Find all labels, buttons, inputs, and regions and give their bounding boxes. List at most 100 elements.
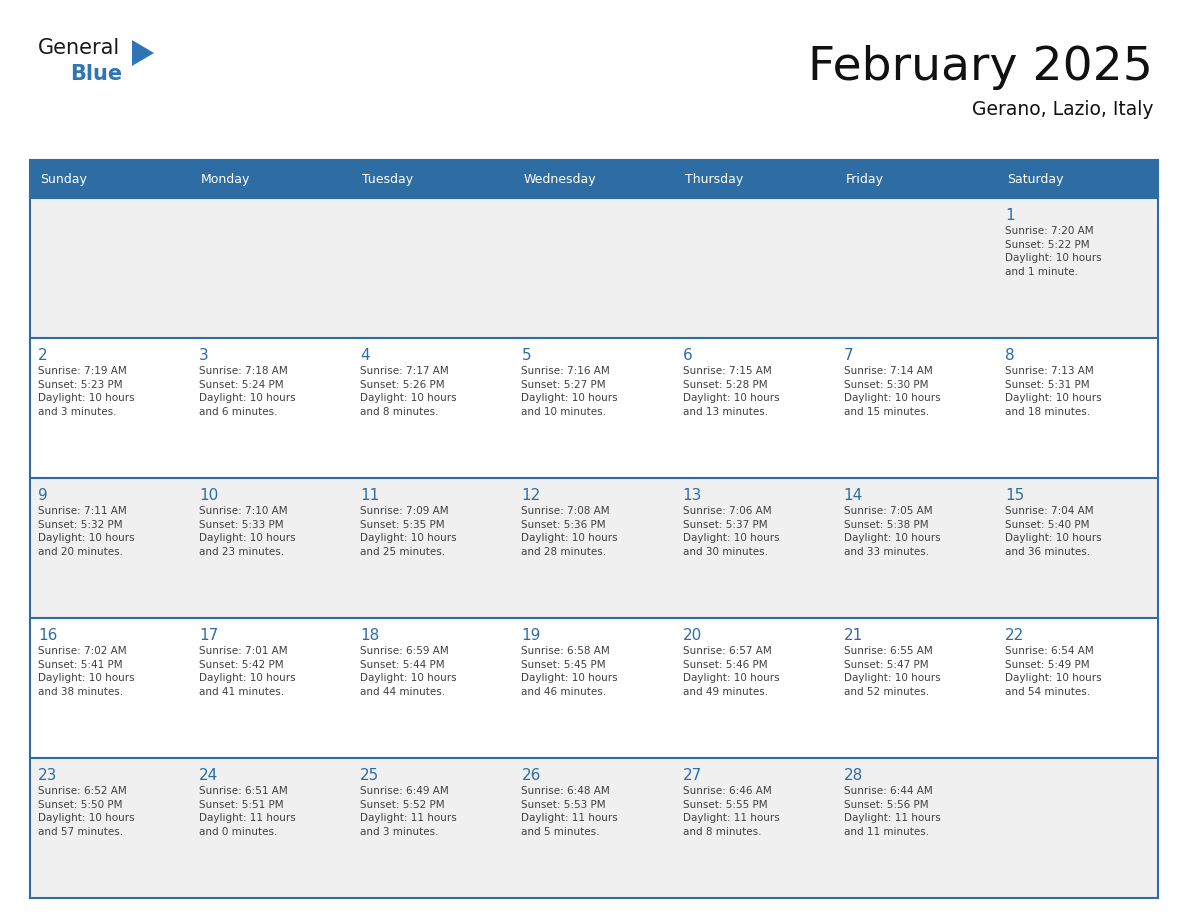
Bar [30,338,191,478]
Text: 5: 5 [522,348,531,363]
Text: Sunrise: 7:17 AM
Sunset: 5:26 PM
Daylight: 10 hours
and 8 minutes.: Sunrise: 7:17 AM Sunset: 5:26 PM Dayligh… [360,366,457,417]
Bar [30,160,191,198]
Bar [675,198,835,338]
Text: 4: 4 [360,348,369,363]
Text: Monday: Monday [201,173,251,185]
Bar [513,478,675,618]
Text: 1: 1 [1005,208,1015,223]
Text: 6: 6 [683,348,693,363]
Bar [997,160,1158,198]
Text: Sunrise: 7:16 AM
Sunset: 5:27 PM
Daylight: 10 hours
and 10 minutes.: Sunrise: 7:16 AM Sunset: 5:27 PM Dayligh… [522,366,618,417]
Bar [30,618,191,758]
Text: Sunrise: 7:04 AM
Sunset: 5:40 PM
Daylight: 10 hours
and 36 minutes.: Sunrise: 7:04 AM Sunset: 5:40 PM Dayligh… [1005,506,1101,557]
Bar [675,758,835,898]
Bar [353,198,513,338]
Text: 25: 25 [360,768,379,783]
Bar [675,618,835,758]
Text: 3: 3 [200,348,209,363]
Text: Sunday: Sunday [40,173,87,185]
Text: Friday: Friday [846,173,884,185]
Text: Sunrise: 7:18 AM
Sunset: 5:24 PM
Daylight: 10 hours
and 6 minutes.: Sunrise: 7:18 AM Sunset: 5:24 PM Dayligh… [200,366,296,417]
Bar [30,758,191,898]
Text: Gerano, Lazio, Italy: Gerano, Lazio, Italy [972,100,1154,119]
Bar [997,758,1158,898]
Bar [513,338,675,478]
Bar [835,198,997,338]
Text: Sunrise: 7:05 AM
Sunset: 5:38 PM
Daylight: 10 hours
and 33 minutes.: Sunrise: 7:05 AM Sunset: 5:38 PM Dayligh… [843,506,941,557]
Text: 16: 16 [38,628,57,643]
Bar [30,478,191,618]
Text: 19: 19 [522,628,541,643]
Text: Sunrise: 6:52 AM
Sunset: 5:50 PM
Daylight: 10 hours
and 57 minutes.: Sunrise: 6:52 AM Sunset: 5:50 PM Dayligh… [38,786,134,837]
Text: Sunrise: 7:02 AM
Sunset: 5:41 PM
Daylight: 10 hours
and 38 minutes.: Sunrise: 7:02 AM Sunset: 5:41 PM Dayligh… [38,646,134,697]
Text: Sunrise: 7:13 AM
Sunset: 5:31 PM
Daylight: 10 hours
and 18 minutes.: Sunrise: 7:13 AM Sunset: 5:31 PM Dayligh… [1005,366,1101,417]
Text: Sunrise: 7:10 AM
Sunset: 5:33 PM
Daylight: 10 hours
and 23 minutes.: Sunrise: 7:10 AM Sunset: 5:33 PM Dayligh… [200,506,296,557]
Text: Sunrise: 7:20 AM
Sunset: 5:22 PM
Daylight: 10 hours
and 1 minute.: Sunrise: 7:20 AM Sunset: 5:22 PM Dayligh… [1005,226,1101,277]
Bar [353,758,513,898]
Text: Sunrise: 6:48 AM
Sunset: 5:53 PM
Daylight: 11 hours
and 5 minutes.: Sunrise: 6:48 AM Sunset: 5:53 PM Dayligh… [522,786,618,837]
Bar [675,338,835,478]
Text: 15: 15 [1005,488,1024,503]
Bar [191,758,353,898]
Text: 26: 26 [522,768,541,783]
Bar [675,160,835,198]
Text: Sunrise: 6:59 AM
Sunset: 5:44 PM
Daylight: 10 hours
and 44 minutes.: Sunrise: 6:59 AM Sunset: 5:44 PM Dayligh… [360,646,457,697]
Bar [513,198,675,338]
Text: 21: 21 [843,628,862,643]
Bar [353,478,513,618]
Polygon shape [132,40,154,66]
Bar [997,478,1158,618]
Text: Saturday: Saturday [1007,173,1063,185]
Text: Sunrise: 6:57 AM
Sunset: 5:46 PM
Daylight: 10 hours
and 49 minutes.: Sunrise: 6:57 AM Sunset: 5:46 PM Dayligh… [683,646,779,697]
Text: 27: 27 [683,768,702,783]
Text: 9: 9 [38,488,48,503]
Text: Sunrise: 6:54 AM
Sunset: 5:49 PM
Daylight: 10 hours
and 54 minutes.: Sunrise: 6:54 AM Sunset: 5:49 PM Dayligh… [1005,646,1101,697]
Bar [835,618,997,758]
Bar [191,338,353,478]
Text: Sunrise: 6:55 AM
Sunset: 5:47 PM
Daylight: 10 hours
and 52 minutes.: Sunrise: 6:55 AM Sunset: 5:47 PM Dayligh… [843,646,941,697]
Bar [997,338,1158,478]
Text: Sunrise: 6:49 AM
Sunset: 5:52 PM
Daylight: 11 hours
and 3 minutes.: Sunrise: 6:49 AM Sunset: 5:52 PM Dayligh… [360,786,457,837]
Bar [513,618,675,758]
Bar [835,478,997,618]
Bar [997,618,1158,758]
Bar [513,758,675,898]
Text: 13: 13 [683,488,702,503]
Text: 18: 18 [360,628,379,643]
Text: 2: 2 [38,348,48,363]
Text: 22: 22 [1005,628,1024,643]
Text: Sunrise: 7:11 AM
Sunset: 5:32 PM
Daylight: 10 hours
and 20 minutes.: Sunrise: 7:11 AM Sunset: 5:32 PM Dayligh… [38,506,134,557]
Text: Sunrise: 7:19 AM
Sunset: 5:23 PM
Daylight: 10 hours
and 3 minutes.: Sunrise: 7:19 AM Sunset: 5:23 PM Dayligh… [38,366,134,417]
Text: 12: 12 [522,488,541,503]
Text: 17: 17 [200,628,219,643]
Text: 28: 28 [843,768,862,783]
Bar [835,160,997,198]
Text: 20: 20 [683,628,702,643]
Text: 23: 23 [38,768,57,783]
Text: Sunrise: 6:44 AM
Sunset: 5:56 PM
Daylight: 11 hours
and 11 minutes.: Sunrise: 6:44 AM Sunset: 5:56 PM Dayligh… [843,786,941,837]
Text: Sunrise: 7:06 AM
Sunset: 5:37 PM
Daylight: 10 hours
and 30 minutes.: Sunrise: 7:06 AM Sunset: 5:37 PM Dayligh… [683,506,779,557]
Text: Blue: Blue [70,64,122,84]
Text: Tuesday: Tuesday [362,173,413,185]
Text: Sunrise: 7:15 AM
Sunset: 5:28 PM
Daylight: 10 hours
and 13 minutes.: Sunrise: 7:15 AM Sunset: 5:28 PM Dayligh… [683,366,779,417]
Bar [30,198,191,338]
Bar [353,618,513,758]
Text: Thursday: Thursday [684,173,742,185]
Bar [997,198,1158,338]
Bar [353,160,513,198]
Bar [835,758,997,898]
Text: 24: 24 [200,768,219,783]
Bar [513,160,675,198]
Text: Sunrise: 6:51 AM
Sunset: 5:51 PM
Daylight: 11 hours
and 0 minutes.: Sunrise: 6:51 AM Sunset: 5:51 PM Dayligh… [200,786,296,837]
Text: Wednesday: Wednesday [524,173,596,185]
Bar [835,338,997,478]
Text: General: General [38,38,120,58]
Bar [191,478,353,618]
Text: 14: 14 [843,488,862,503]
Bar [191,160,353,198]
Text: Sunrise: 6:58 AM
Sunset: 5:45 PM
Daylight: 10 hours
and 46 minutes.: Sunrise: 6:58 AM Sunset: 5:45 PM Dayligh… [522,646,618,697]
Text: Sunrise: 6:46 AM
Sunset: 5:55 PM
Daylight: 11 hours
and 8 minutes.: Sunrise: 6:46 AM Sunset: 5:55 PM Dayligh… [683,786,779,837]
Text: Sunrise: 7:01 AM
Sunset: 5:42 PM
Daylight: 10 hours
and 41 minutes.: Sunrise: 7:01 AM Sunset: 5:42 PM Dayligh… [200,646,296,697]
Text: Sunrise: 7:09 AM
Sunset: 5:35 PM
Daylight: 10 hours
and 25 minutes.: Sunrise: 7:09 AM Sunset: 5:35 PM Dayligh… [360,506,457,557]
Text: 10: 10 [200,488,219,503]
